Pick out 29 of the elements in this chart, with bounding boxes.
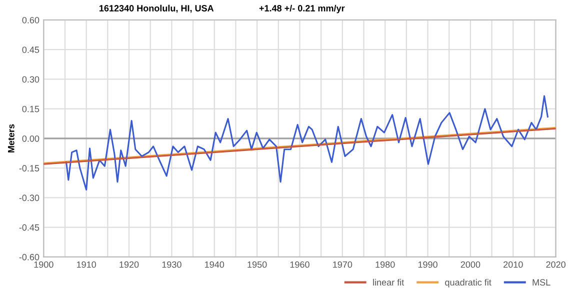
y-tick-label: -0.30 bbox=[19, 194, 40, 202]
x-tick-label: 1950 bbox=[248, 261, 267, 268]
legend-label: linear fit bbox=[373, 278, 404, 286]
x-tick-label: 1980 bbox=[376, 261, 395, 268]
line-series bbox=[66, 95, 548, 191]
y-tick-label: 0.60 bbox=[22, 16, 40, 24]
x-tick-label: 1970 bbox=[333, 261, 352, 268]
legend-label: MSL bbox=[532, 279, 550, 286]
x-tick-label: 1990 bbox=[418, 261, 438, 268]
chart-subtitle: +1.48 +/- 0.21 mm/yr bbox=[259, 4, 345, 14]
x-tick-label: 2020 bbox=[546, 261, 566, 268]
legend-label: quadratic fit bbox=[445, 278, 492, 288]
x-tick-label: 1940 bbox=[205, 261, 224, 268]
x-tick-label: 2010 bbox=[504, 261, 523, 268]
y-tick-label: 0.00 bbox=[22, 135, 40, 142]
x-tick-label: 1920 bbox=[120, 261, 139, 268]
y-tick-label: -0.45 bbox=[19, 224, 40, 231]
x-tick-label: 1930 bbox=[162, 261, 182, 268]
y-tick-label: 0.45 bbox=[22, 46, 40, 53]
y-tick-label: 0.30 bbox=[22, 76, 40, 83]
chart-title: 1612340 Honolulu, HI, USA bbox=[100, 4, 214, 13]
y-tick-label: 0.15 bbox=[22, 106, 40, 112]
y-axis-title: Meters bbox=[8, 124, 14, 152]
x-tick-label: 2000 bbox=[460, 261, 480, 268]
x-tick-label: 1910 bbox=[76, 261, 96, 268]
x-tick-label: 1960 bbox=[290, 261, 310, 268]
y-tick-label: -0.60 bbox=[19, 254, 40, 260]
y-tick-label: -0.15 bbox=[19, 165, 40, 172]
x-tick-label: 1900 bbox=[34, 261, 54, 268]
